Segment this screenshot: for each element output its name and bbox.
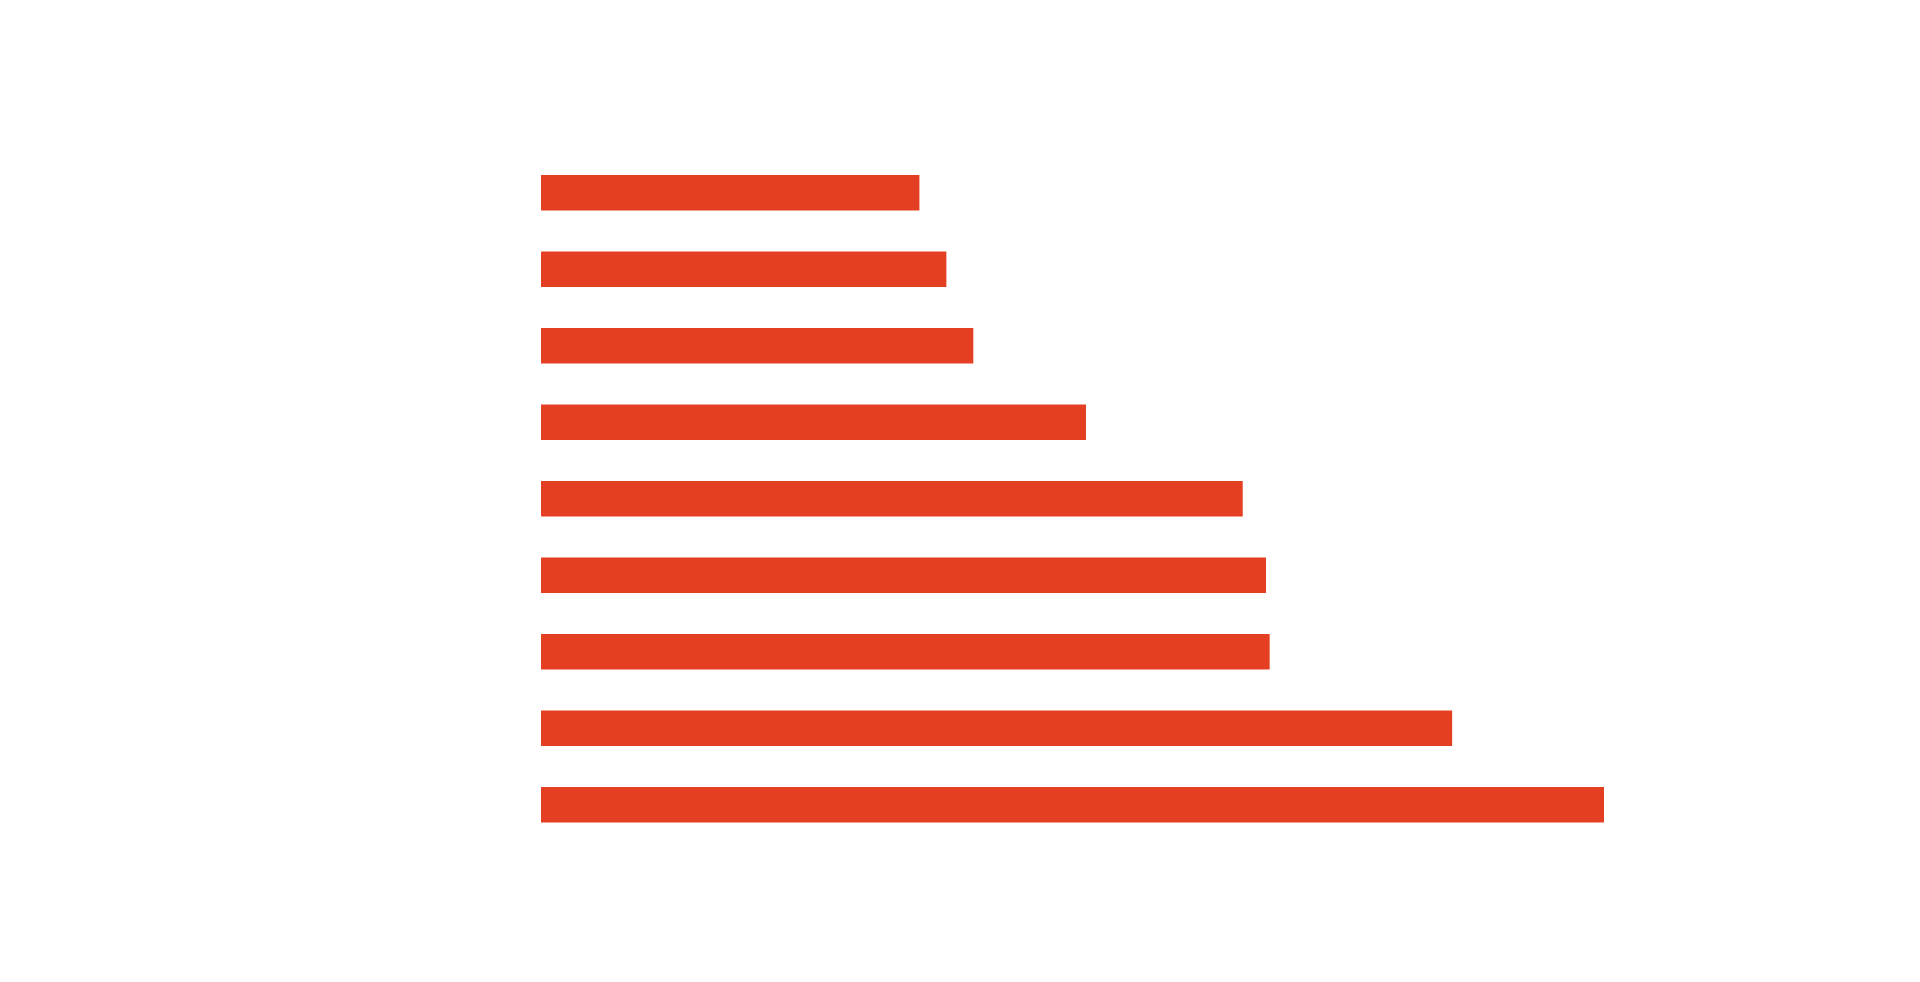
bar	[541, 404, 1086, 440]
bar	[541, 481, 1243, 517]
bar	[541, 557, 1266, 593]
bar	[541, 710, 1453, 746]
bar	[541, 787, 1604, 823]
bar	[541, 634, 1270, 670]
bar	[541, 328, 974, 364]
bar	[541, 251, 947, 287]
bar	[541, 175, 920, 211]
